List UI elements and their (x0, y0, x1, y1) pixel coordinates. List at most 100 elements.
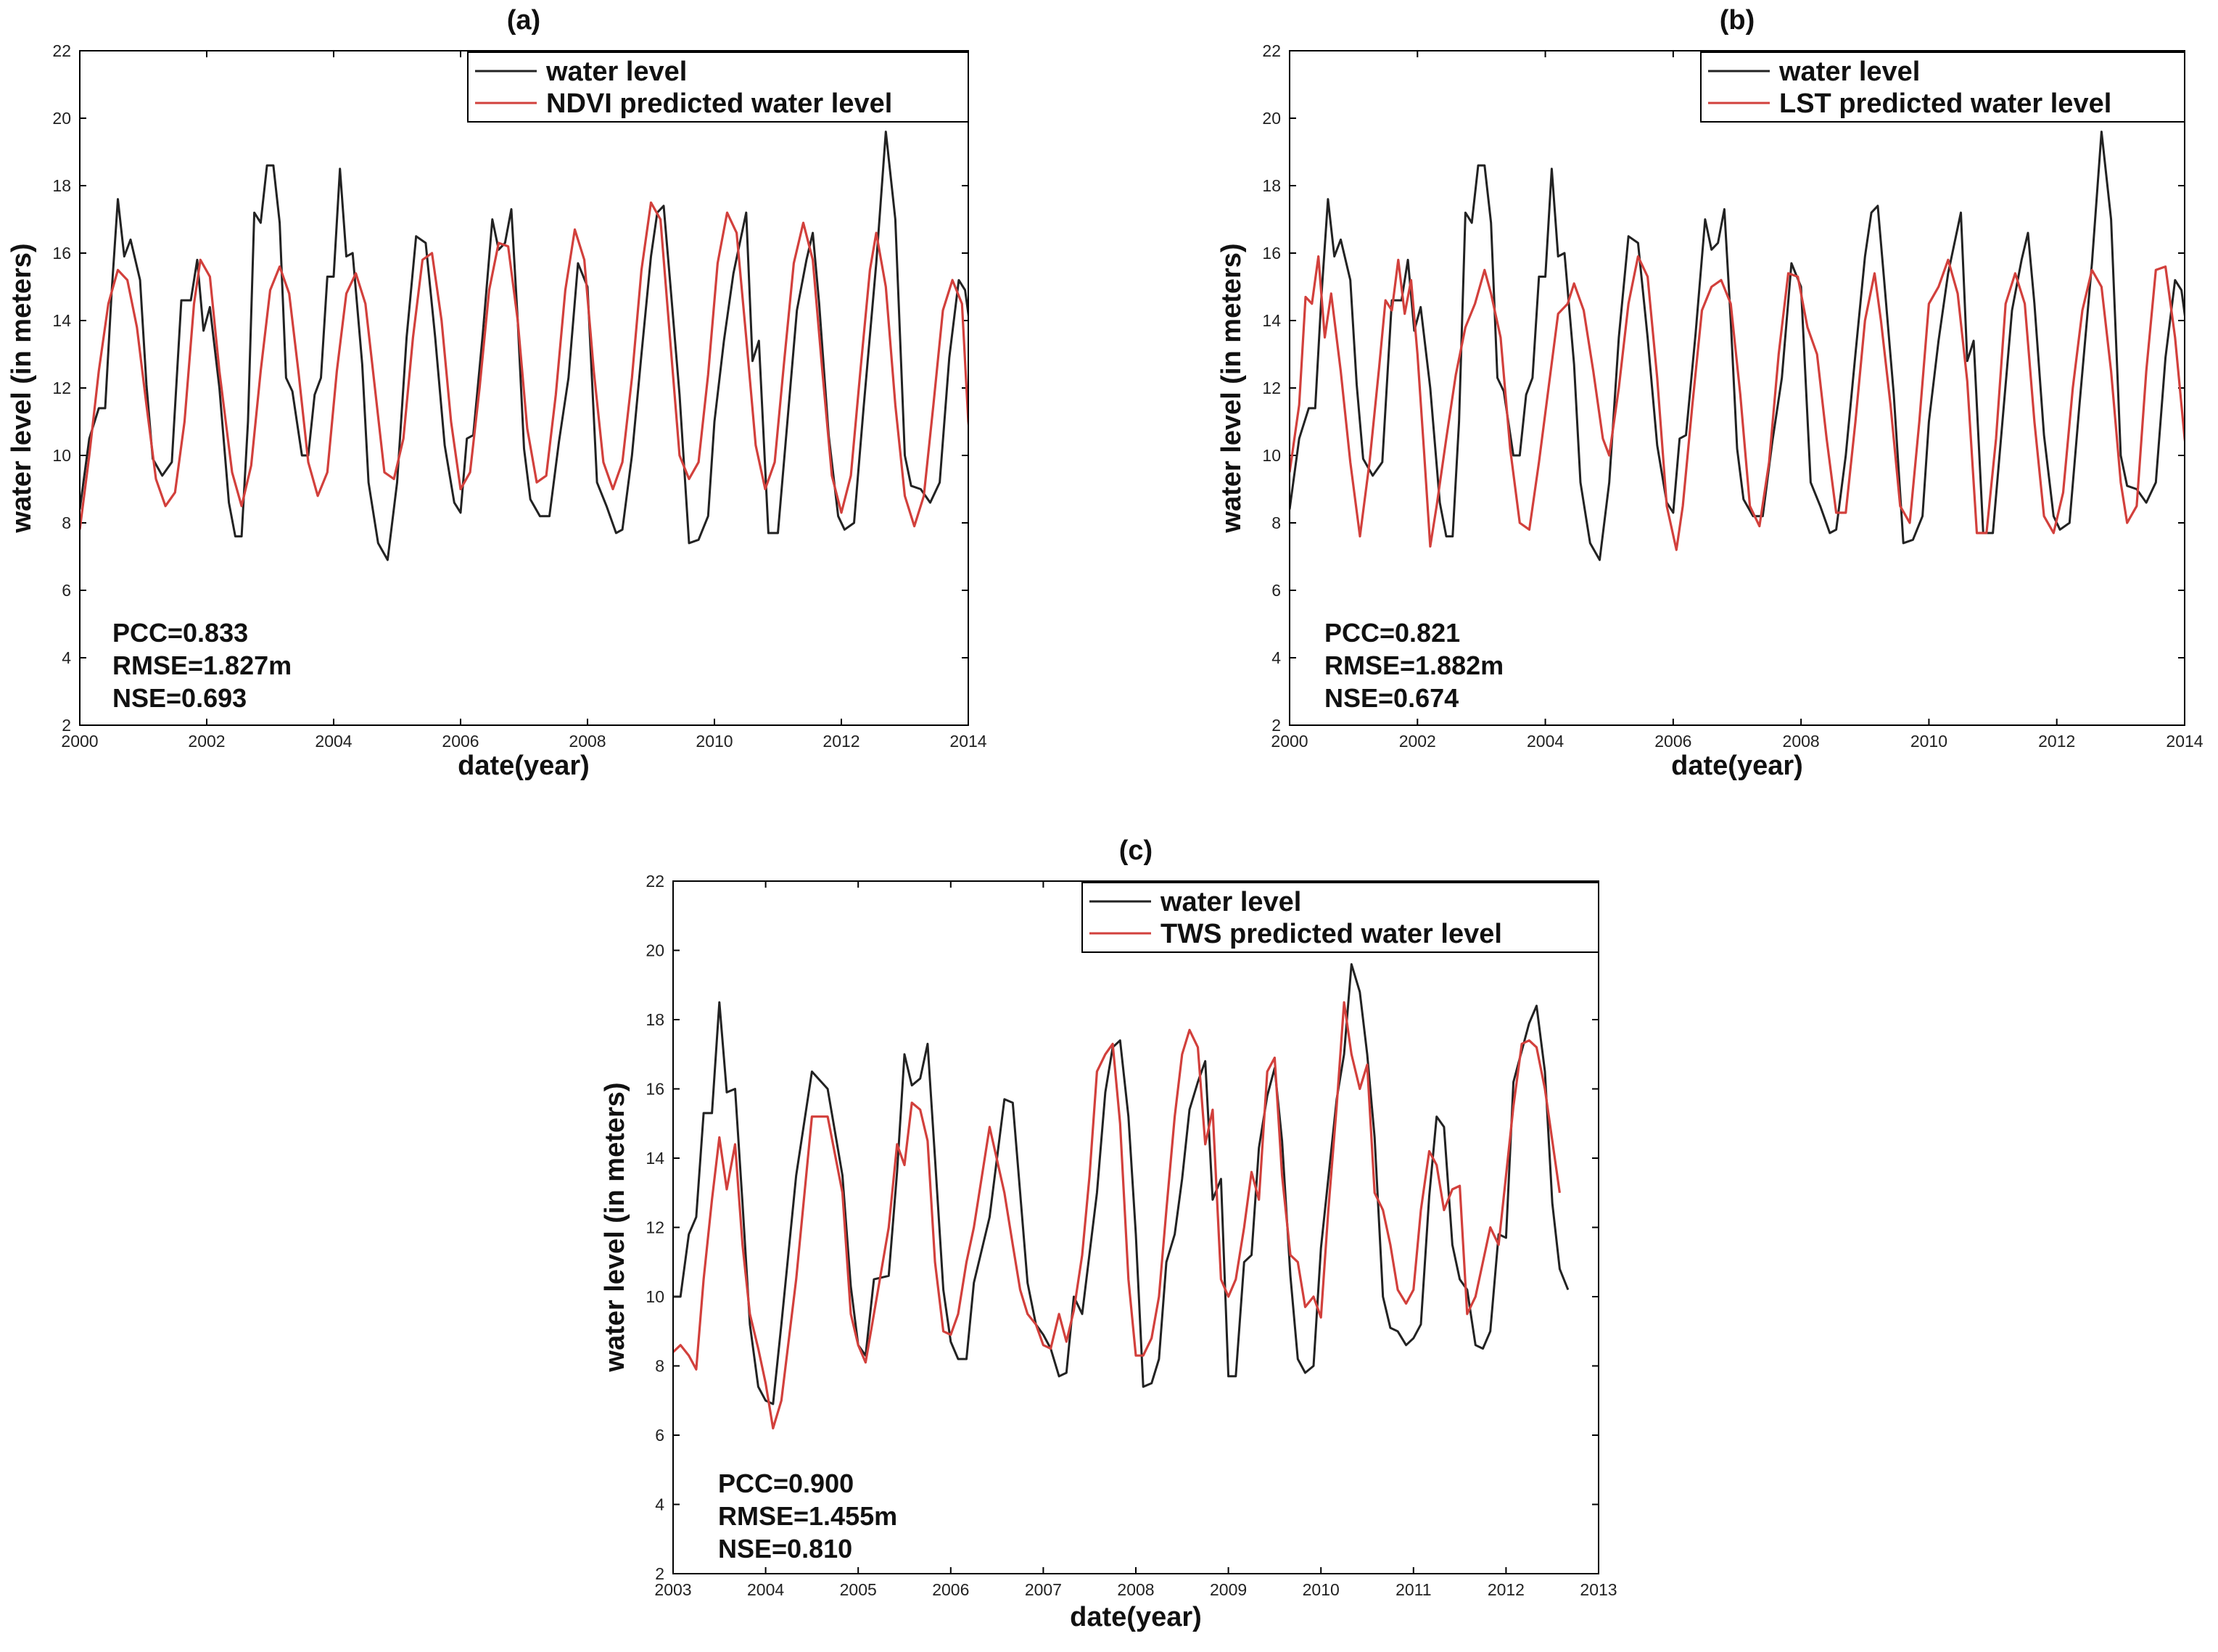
x-tick-label: 2013 (1580, 1580, 1617, 1599)
x-tick-label: 2004 (747, 1580, 784, 1599)
y-tick-label: 14 (646, 1149, 664, 1168)
x-tick-label: 2012 (2038, 732, 2075, 751)
x-tick-label: 2008 (1783, 732, 1820, 751)
legend-box (1700, 51, 2185, 123)
x-tick-label: 2012 (1488, 1580, 1525, 1599)
plot-frame (79, 50, 969, 726)
legend-label: TWS predicted water level (1160, 919, 1502, 949)
panel-title: (b) (1720, 5, 1755, 36)
stat-annotation: NSE=0.810 (718, 1534, 852, 1564)
y-tick-label: 20 (1262, 109, 1281, 128)
x-tick-label: 2008 (569, 732, 606, 751)
x-tick-label: 2014 (2166, 732, 2203, 751)
y-axis-title: water level (in meters) (1216, 243, 1247, 533)
x-tick-label: 2003 (654, 1580, 691, 1599)
series-line-observed (1290, 131, 2185, 561)
y-tick-label: 6 (62, 581, 71, 600)
y-tick-label: 4 (1271, 648, 1281, 667)
x-tick-label: 2010 (1303, 1580, 1340, 1599)
y-tick-label: 20 (52, 109, 71, 128)
legend-label: LST predicted water level (1779, 88, 2111, 119)
panel-a: (a) 2 4 6 8 10 12 14 16 18 20 22 2000 2002 2004 2006 200… (7, 5, 987, 781)
y-tick-label: 10 (1262, 446, 1281, 465)
y-tick-label: 2 (655, 1564, 664, 1583)
legend-label: water level (1160, 887, 1301, 917)
y-tick-label: 16 (646, 1080, 664, 1099)
stat-annotation: PCC=0.821 (1324, 618, 1460, 648)
x-tick-label: 2005 (840, 1580, 877, 1599)
x-tick-label: 2009 (1210, 1580, 1247, 1599)
legend-box (1081, 882, 1599, 953)
plot-frame (1289, 50, 2185, 726)
y-tick-label: 6 (655, 1426, 664, 1445)
x-tick-label: 2008 (1117, 1580, 1154, 1599)
y-tick-label: 8 (1271, 513, 1281, 532)
y-tick-label: 14 (52, 311, 71, 330)
y-tick-label: 22 (1262, 41, 1281, 60)
y-tick-label: 10 (646, 1287, 664, 1306)
series-line-predicted (673, 1001, 1561, 1430)
y-tick-label: 12 (646, 1218, 664, 1237)
x-tick-label: 2006 (932, 1580, 969, 1599)
x-tick-label: 2000 (61, 732, 98, 751)
series-line-observed (673, 963, 1570, 1405)
x-tick-label: 2002 (1399, 732, 1436, 751)
x-axis-title: date(year) (1070, 1602, 1202, 1632)
x-axis-title: date(year) (458, 751, 590, 781)
panel-b: (b) 2 4 6 8 10 12 14 16 18 20 22 2000 2002 2004 2006 200… (1216, 5, 2203, 781)
stat-annotation: RMSE=1.827m (112, 651, 292, 680)
y-axis-title: water level (in meters) (7, 243, 37, 533)
stat-annotation: RMSE=1.455m (718, 1501, 897, 1531)
y-tick-label: 10 (52, 446, 71, 465)
panel-title: (a) (507, 5, 540, 36)
plot-frame (672, 880, 1599, 1574)
y-tick-label: 18 (1262, 176, 1281, 195)
x-tick-label: 2011 (1395, 1580, 1431, 1599)
y-tick-label: 20 (646, 941, 664, 960)
y-tick-label: 12 (52, 379, 71, 397)
x-tick-label: 2006 (1654, 732, 1691, 751)
y-tick-label: 16 (1262, 244, 1281, 263)
x-tick-label: 2002 (188, 732, 225, 751)
stat-annotation: PCC=0.833 (112, 618, 248, 648)
legend-label: NDVI predicted water level (546, 88, 892, 119)
panel-title: (c) (1119, 835, 1153, 866)
x-tick-label: 2000 (1271, 732, 1308, 751)
y-tick-label: 12 (1262, 379, 1281, 397)
y-tick-label: 16 (52, 244, 71, 263)
series-line-predicted (1290, 255, 2185, 551)
y-tick-label: 4 (62, 648, 71, 667)
x-tick-label: 2014 (949, 732, 986, 751)
x-tick-label: 2004 (315, 732, 352, 751)
legend-label: water level (1778, 57, 1920, 87)
legend-box (467, 51, 969, 123)
stat-annotation: PCC=0.900 (718, 1469, 854, 1498)
y-tick-label: 18 (52, 176, 71, 195)
y-tick-label: 14 (1262, 311, 1281, 330)
stat-annotation: NSE=0.693 (112, 683, 247, 713)
x-tick-label: 2006 (442, 732, 479, 751)
stat-annotation: RMSE=1.882m (1324, 651, 1504, 680)
y-tick-label: 6 (1271, 581, 1281, 600)
y-tick-label: 22 (52, 41, 71, 60)
legend-label: water level (545, 57, 687, 87)
x-tick-label: 2010 (1910, 732, 1947, 751)
y-tick-label: 4 (655, 1495, 664, 1514)
y-tick-label: 22 (646, 872, 664, 891)
y-tick-label: 2 (62, 716, 71, 735)
panel-c: (c) 2 4 6 8 10 12 14 16 18 20 22 2003 2004 2005 2006 200… (600, 835, 1617, 1632)
x-tick-label: 2007 (1025, 1580, 1062, 1599)
y-axis-title: water level (in meters) (600, 1082, 630, 1372)
x-tick-label: 2004 (1527, 732, 1564, 751)
y-tick-label: 18 (646, 1010, 664, 1029)
y-tick-label: 8 (62, 513, 71, 532)
series-line-predicted (80, 201, 968, 530)
stat-annotation: NSE=0.674 (1324, 683, 1459, 713)
x-tick-label: 2010 (696, 732, 733, 751)
y-tick-label: 8 (655, 1357, 664, 1376)
x-axis-title: date(year) (1671, 751, 1803, 781)
